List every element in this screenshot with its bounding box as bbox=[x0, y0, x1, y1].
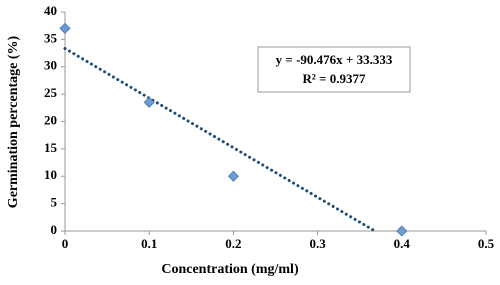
y-tick-label: 20 bbox=[44, 112, 57, 127]
y-tick-label: 40 bbox=[44, 3, 57, 18]
y-tick-label: 25 bbox=[44, 85, 58, 100]
data-point bbox=[396, 225, 408, 237]
data-point bbox=[227, 170, 239, 182]
x-tick-label: 0.3 bbox=[309, 236, 326, 251]
y-tick-label: 10 bbox=[44, 167, 57, 182]
y-tick-label: 0 bbox=[51, 222, 58, 237]
y-tick-label: 35 bbox=[44, 30, 58, 45]
x-axis-label: Concentration (mg/ml) bbox=[161, 262, 299, 277]
y-tick-label: 5 bbox=[51, 195, 58, 210]
y-axis-label: Germination percentage (%) bbox=[6, 35, 21, 208]
annotation-box bbox=[257, 46, 411, 93]
y-tick-label: 15 bbox=[44, 140, 58, 155]
data-point bbox=[59, 22, 71, 34]
trendline bbox=[63, 47, 377, 233]
x-tick-label: 0.1 bbox=[141, 236, 157, 251]
r-squared: R² = 0.9377 bbox=[303, 71, 366, 86]
x-tick-label: 0 bbox=[62, 236, 69, 251]
x-tick-label: 0.2 bbox=[225, 236, 241, 251]
x-tick-label: 0.5 bbox=[478, 236, 495, 251]
y-tick-label: 30 bbox=[44, 58, 57, 73]
equation: y = -90.476x + 33.333 bbox=[276, 52, 393, 67]
data-point bbox=[143, 96, 155, 108]
x-tick-label: 0.4 bbox=[394, 236, 411, 251]
